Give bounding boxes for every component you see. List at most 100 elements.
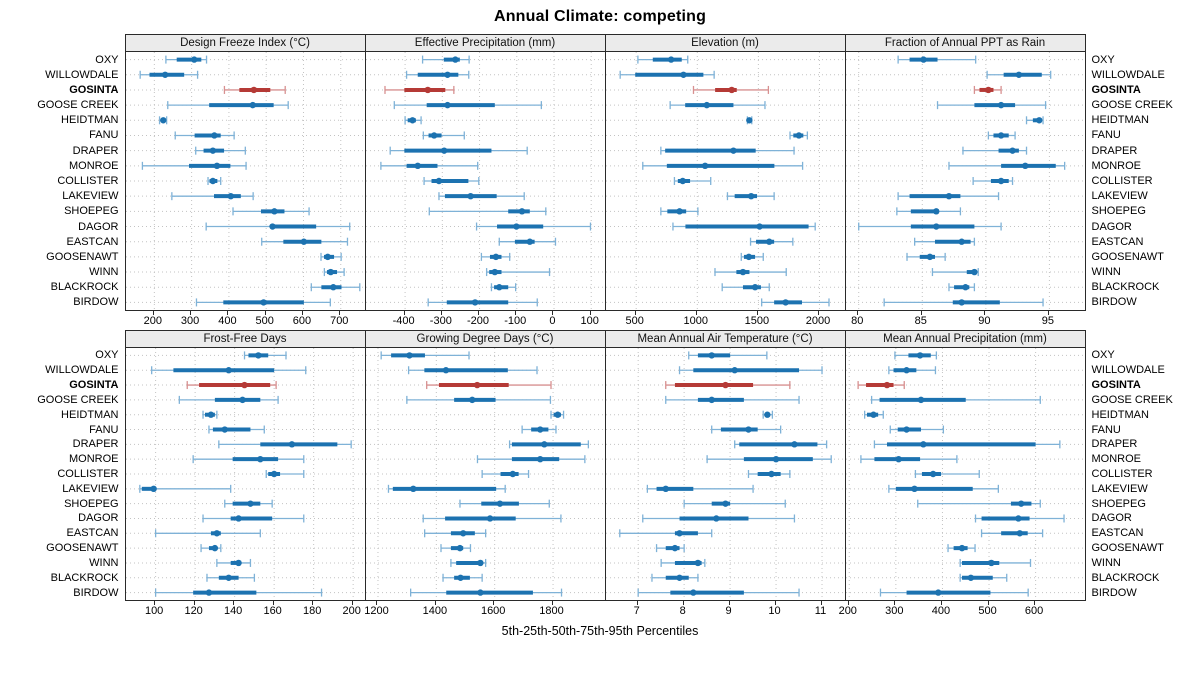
site-labels-right: OXY WILLOWDALE GOSINTA GOOSE CREEK HEIDTMAN F… xyxy=(1086,330,1198,600)
panel-plot xyxy=(845,348,1085,600)
site-label: GOSINTA xyxy=(69,379,119,392)
tick-mark xyxy=(817,311,819,315)
median-dot xyxy=(694,559,701,567)
median-dot xyxy=(1035,117,1042,124)
site-label: DAGOR xyxy=(1091,220,1132,233)
tick-mark xyxy=(1034,601,1036,605)
median-dot xyxy=(934,589,941,596)
panel-title: Growing Degree Days (°C) xyxy=(365,331,605,348)
median-dot xyxy=(728,86,735,94)
site-label: FANU xyxy=(89,129,119,142)
median-dot xyxy=(729,147,737,154)
tick-label: -100 xyxy=(504,315,527,327)
site-label: LAKEVIEW xyxy=(62,482,119,495)
site-label: GOSINTA xyxy=(1091,379,1141,392)
panel: Growing Degree Days (°C) 1200 1400 1600 1800 xyxy=(364,330,606,618)
panel-box: Design Freeze Index (°C) xyxy=(124,34,366,311)
site-label: BLACKROCK xyxy=(1091,281,1160,294)
median-dot xyxy=(932,223,939,230)
tick-mark xyxy=(847,601,849,605)
median-dot xyxy=(708,396,715,404)
site-label: GOOSENAWT xyxy=(46,542,119,555)
median-dot xyxy=(536,455,543,463)
median-dot xyxy=(211,544,218,552)
site-label: OXY xyxy=(95,349,119,362)
site-label: GOOSE CREEK xyxy=(1091,393,1173,406)
site-label: MONROE xyxy=(1091,453,1142,466)
panel-title: Fraction of Annual PPT as Rain xyxy=(845,35,1085,52)
median-dot xyxy=(451,56,459,63)
median-dot xyxy=(209,177,216,185)
median-dot xyxy=(917,396,924,404)
median-dot xyxy=(919,441,927,448)
median-dot xyxy=(250,86,257,94)
site-label: WILLOWDALE xyxy=(1091,364,1165,377)
x-axis: 200 300 400 500 600 700 xyxy=(125,311,366,328)
panel-plot xyxy=(125,348,365,600)
x-axis: 80 85 90 95 xyxy=(845,311,1086,328)
tick-mark xyxy=(190,311,192,315)
median-dot xyxy=(476,589,484,596)
site-label: GOOSENAWT xyxy=(46,250,119,263)
panel: Mean Annual Precipitation (mm) 200 300 400 5… xyxy=(839,330,1086,618)
median-dot xyxy=(329,284,337,291)
site-label: DRAPER xyxy=(1091,438,1138,451)
site-label: COLLISTER xyxy=(1091,175,1153,187)
median-dot xyxy=(679,177,686,185)
median-dot xyxy=(790,441,798,448)
site-labels-right: OXY WILLOWDALE GOSINTA GOOSE CREEK HEIDTMAN F… xyxy=(1086,34,1198,310)
median-dot xyxy=(1014,515,1022,522)
site-label: GOOSE CREEK xyxy=(37,393,119,406)
median-dot xyxy=(883,381,890,389)
median-dot xyxy=(902,426,910,433)
median-dot xyxy=(894,455,902,463)
median-dot xyxy=(1015,71,1022,78)
panel: Effective Precipitation (mm) -400 -300 -200… xyxy=(364,34,606,328)
tick-label: 500 xyxy=(255,315,274,327)
tick-mark xyxy=(984,311,986,315)
median-dot xyxy=(767,470,775,478)
panel-box: Mean Annual Precipitation (mm) xyxy=(844,330,1086,601)
tick-label: 140 xyxy=(223,605,243,617)
median-dot xyxy=(213,530,220,537)
median-dot xyxy=(919,56,927,63)
tick-label: 1000 xyxy=(683,315,709,327)
median-dot xyxy=(270,208,278,215)
panel-row-top: OXY WILLOWDALE GOSINTA GOOSE CREEK HEIDTMAN F… xyxy=(0,34,1200,328)
median-dot xyxy=(326,268,334,276)
median-dot xyxy=(491,268,498,276)
site-label: EASTCAN xyxy=(66,235,119,248)
median-dot xyxy=(409,485,416,493)
tick-mark xyxy=(894,601,896,605)
site-label: GOOSE CREEK xyxy=(37,99,119,112)
tick-mark xyxy=(756,311,758,315)
site-label: GOSINTA xyxy=(1091,83,1141,96)
panel-title: Effective Precipitation (mm) xyxy=(365,35,605,52)
site-label: BIRDOW xyxy=(1091,586,1137,599)
median-dot xyxy=(159,117,166,124)
tick-label: 200 xyxy=(342,605,361,617)
median-dot xyxy=(997,101,1004,109)
median-dot xyxy=(443,101,451,109)
tick-mark xyxy=(193,601,195,605)
tick-mark xyxy=(589,311,591,315)
panel-plot xyxy=(365,52,605,310)
median-dot xyxy=(440,147,447,154)
tick-label: -200 xyxy=(467,315,490,327)
site-label: EASTCAN xyxy=(66,527,119,540)
site-label: BLACKROCK xyxy=(50,571,119,584)
x-axis: -400 -300 -200 -100 0 100 xyxy=(365,311,606,328)
median-dot xyxy=(249,101,256,109)
site-label: WINN xyxy=(89,556,119,569)
site-label: DAGOR xyxy=(1091,512,1132,525)
panel-box: Effective Precipitation (mm) xyxy=(364,34,606,311)
median-dot xyxy=(701,162,708,170)
median-dot xyxy=(288,441,295,448)
tick-mark xyxy=(312,601,314,605)
median-dot xyxy=(745,117,753,124)
median-dot xyxy=(234,515,242,522)
median-dot xyxy=(225,367,232,374)
panel: Fraction of Annual PPT as Rain 80 85 90 95 xyxy=(844,34,1086,328)
median-dot xyxy=(207,411,214,418)
median-dot xyxy=(671,544,678,552)
